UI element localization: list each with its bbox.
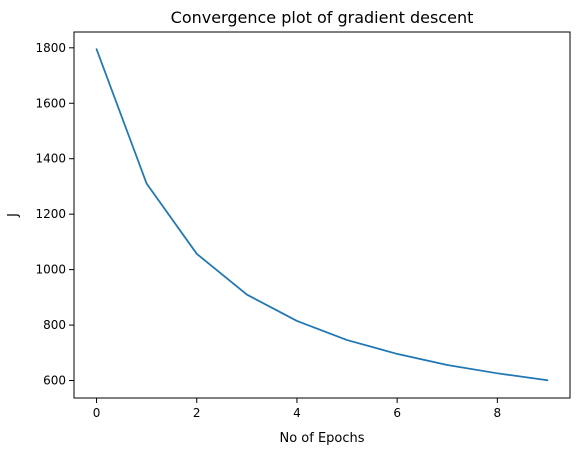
x-tick-label: 2 <box>193 406 201 420</box>
x-axis: 0 2 4 6 8 <box>93 398 501 420</box>
y-tick-label: 1800 <box>35 41 66 55</box>
series-layer <box>95 48 549 382</box>
y-axis: 600 800 1000 1200 1400 1600 1800 <box>35 41 74 388</box>
x-axis-label: No of Epochs <box>279 431 364 446</box>
y-axis-label: J <box>6 213 21 218</box>
x-tick-label: 6 <box>393 406 401 420</box>
y-tick-label: 1400 <box>35 152 66 166</box>
y-tick-label: 800 <box>43 318 66 332</box>
y-tick-label: 1600 <box>35 96 66 110</box>
series-line-1 <box>95 48 549 382</box>
x-tick-label: 0 <box>93 406 101 420</box>
x-tick-label: 8 <box>494 406 502 420</box>
plot-area <box>73 31 571 399</box>
plot-frame <box>73 31 571 399</box>
y-tick-label: 1200 <box>35 207 66 221</box>
x-tick-label: 4 <box>293 406 301 420</box>
chart-title: Convergence plot of gradient descent <box>171 8 474 27</box>
y-tick-label: 1000 <box>35 263 66 277</box>
y-tick-label: 600 <box>43 374 66 388</box>
